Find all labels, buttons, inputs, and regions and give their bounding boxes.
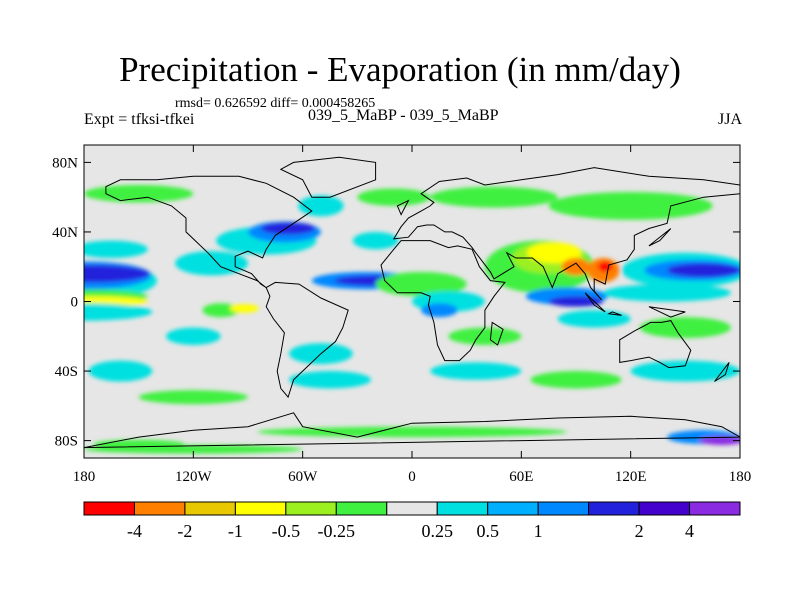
lon-tick-label: 120E <box>615 469 647 485</box>
field-region <box>375 271 467 297</box>
colorbar-swatch <box>133 501 186 516</box>
field-region <box>257 426 567 438</box>
coastline <box>648 228 672 247</box>
colorbar-swatch <box>285 501 337 516</box>
field-region <box>421 303 458 318</box>
field-region <box>357 188 431 206</box>
coastlines <box>84 156 740 449</box>
field-region <box>430 186 558 208</box>
lon-tick-label: 60W <box>288 469 318 485</box>
coastline <box>648 306 686 318</box>
field-region <box>175 251 248 276</box>
field-region <box>526 242 582 264</box>
field-region <box>597 261 613 272</box>
colorbar-swatch <box>537 501 590 516</box>
lat-tick-label: 0 <box>71 295 79 311</box>
field-region <box>430 362 522 380</box>
field-region <box>88 360 153 382</box>
colorbar-swatch <box>436 501 489 516</box>
colorbar-swatch <box>487 501 539 516</box>
colorbar-swatch <box>689 501 741 516</box>
colorbar-label: 0.25 <box>421 521 453 541</box>
coastline <box>489 321 504 346</box>
colorbar-label: -0.5 <box>272 521 301 541</box>
coastline <box>105 175 313 289</box>
field-region <box>84 184 194 203</box>
lon-tick-label: 180 <box>73 469 96 485</box>
field-region <box>667 263 740 278</box>
lon-tick-label: 60E <box>509 469 533 485</box>
experiment-label: Expt = tfksi-tfkei <box>84 111 195 128</box>
colorbar-swatch <box>638 501 691 516</box>
season-label: JJA <box>717 111 742 128</box>
colorbar-label: 2 <box>635 521 644 541</box>
field-region <box>166 327 221 345</box>
lon-tick-label: 0 <box>408 469 416 485</box>
coastline <box>619 320 692 369</box>
field-region <box>84 303 153 321</box>
plot-title: Precipitation - Evaporation (in mm/day) <box>119 50 681 89</box>
case-label: 039_5_MaBP - 039_5_MaBP <box>308 107 499 124</box>
field-region <box>229 304 259 313</box>
lat-tick-label: 40S <box>55 364 78 380</box>
field-region <box>561 258 591 276</box>
field-region <box>630 360 740 382</box>
coastline <box>265 281 349 399</box>
lon-tick-label: 120W <box>175 469 213 485</box>
field-region <box>448 327 522 345</box>
colorbar-label: 4 <box>685 521 694 541</box>
lat-tick-label: 80N <box>52 155 78 171</box>
lat-tick-label: 40N <box>52 225 78 241</box>
stats-text: rmsd= 0.626592 diff= 0.000458265 <box>175 96 376 111</box>
field-region <box>352 231 399 250</box>
colorbar-swatch <box>335 501 388 516</box>
colorbar-label: -0.25 <box>318 521 356 541</box>
colorbar-label: -1 <box>228 521 243 541</box>
field-region <box>639 317 731 339</box>
coastline <box>396 199 410 216</box>
coastline <box>392 167 740 301</box>
lat-tick-label: 80S <box>55 434 78 450</box>
colorbar-label: -2 <box>177 521 192 541</box>
field-region <box>557 310 631 328</box>
colorbar-label: 1 <box>534 521 543 541</box>
coastline <box>84 412 740 449</box>
field-region <box>289 371 371 389</box>
colorbar-swatch <box>386 501 438 516</box>
field-region <box>298 195 344 217</box>
coastline <box>279 156 377 198</box>
field-region <box>603 284 731 302</box>
colorbar-swatch <box>234 501 287 516</box>
colorbar-label: 0.5 <box>476 521 499 541</box>
colorbar-label: -4 <box>127 521 142 541</box>
colorbar: -4 -2 -1 -0.5 -0.25 0.25 0.5 1 2 4 <box>83 501 741 541</box>
colorbar-swatch <box>588 501 640 516</box>
colorbar-swatch <box>184 501 236 516</box>
field-region <box>84 240 148 259</box>
field-region <box>699 436 740 445</box>
field-region <box>260 222 316 235</box>
field-region <box>202 303 239 318</box>
coastline <box>584 292 606 313</box>
map-field <box>84 145 740 458</box>
field-region <box>138 390 248 405</box>
coastline <box>380 240 506 362</box>
field-region <box>548 191 713 220</box>
axis-ticks: 80N 40N 0 40S 80S 180 120W 60W 0 60E 120E 180 <box>52 145 751 485</box>
field-region <box>530 371 622 389</box>
colorbar-swatch <box>83 501 135 516</box>
coastline <box>714 362 730 382</box>
lon-tick-label: 180 <box>729 469 752 485</box>
field-region <box>84 264 150 283</box>
coastline <box>607 311 622 316</box>
